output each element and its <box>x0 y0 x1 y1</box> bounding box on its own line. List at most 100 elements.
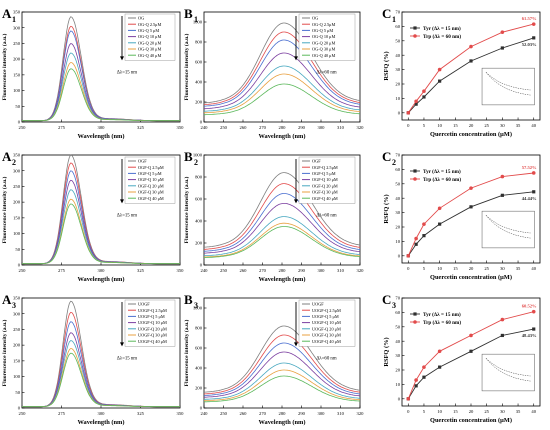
data-point <box>414 236 418 241</box>
y-tick-label: 20 <box>395 225 400 230</box>
y-axis-label: Fluorescence intensity (a.u.) <box>183 320 190 387</box>
panel-label: A <box>2 149 12 164</box>
x-tick-label: 325 <box>137 268 145 273</box>
panel-b3: B 3 240 250 260 270 280 290 300 310 320 0 200 400 600 8… <box>183 292 364 426</box>
x-tick-label: 260 <box>240 125 248 130</box>
panel-label: C <box>382 6 391 21</box>
x-tick-label: 15 <box>453 409 458 414</box>
legend-label: Trp (Δλ = 60 nm) <box>423 176 461 183</box>
decrease-arrow-head <box>294 56 298 61</box>
y-tick-label: 30 <box>395 353 400 358</box>
y-tick-label: 100 <box>13 231 21 236</box>
data-point <box>414 384 418 388</box>
decrease-arrow-head <box>120 56 124 61</box>
y-tick-label: 350 <box>13 296 21 301</box>
spectrum-line <box>203 183 361 250</box>
y-tick-label: 70 <box>395 153 400 158</box>
x-axis-label: Wavelength (nm) <box>77 419 124 426</box>
y-tick-label: 0 <box>200 120 203 125</box>
legend-label: UOGF <box>312 302 324 307</box>
delta-lambda-annotation: Δλ=15 nm <box>117 71 138 76</box>
legend-marker <box>413 320 417 324</box>
y-tick-label: 250 <box>13 327 21 332</box>
y-tick-label: 50 <box>395 38 400 43</box>
x-tick-label: 350 <box>177 125 185 130</box>
x-tick-label: 280 <box>279 125 287 130</box>
y-tick-label: 0 <box>18 120 21 125</box>
legend-label: UOGF-Q 10 μM <box>312 320 341 325</box>
data-point <box>414 242 418 246</box>
legend-label: UOGF-Q 2.5μM <box>312 308 341 313</box>
y-tick-label: 0 <box>398 253 401 258</box>
data-point <box>469 333 473 338</box>
x-axis-label: Wavelength (nm) <box>258 133 305 140</box>
data-point <box>422 365 426 369</box>
x-tick-label: 35 <box>516 123 521 128</box>
x-tick-label: 275 <box>58 125 66 130</box>
spectrum-line <box>203 362 361 400</box>
data-point <box>500 317 505 322</box>
spectrum-line <box>203 325 361 393</box>
y-tick-label: 0 <box>200 263 203 268</box>
legend-label: UOGF-Q 2.5μM <box>138 308 167 313</box>
y-axis-label: Fluorescence intensity (a.u.) <box>183 34 190 101</box>
spectrum-line <box>203 334 361 395</box>
y-tick-label: 200 <box>195 386 203 391</box>
y-tick-label: 400 <box>195 219 203 224</box>
x-tick-label: 30 <box>500 409 505 414</box>
x-tick-label: 350 <box>177 268 185 273</box>
panel-a3: A 3 250 275 300 325 350 0 50 100 150 200 250 300 350 Wa… <box>1 292 184 426</box>
data-point <box>422 234 426 238</box>
spectrum-line <box>203 73 361 114</box>
panel-c2: C 20 5 10 15 20 25 30 35 40010203040506070Quercet… <box>382 149 541 281</box>
y-tick-label: 300 <box>13 25 21 30</box>
y-tick-label: 150 <box>13 72 21 77</box>
x-tick-label: 0 <box>407 123 410 128</box>
tyr-end-label: 48.43% <box>522 333 537 338</box>
decrease-arrow-head <box>120 199 124 204</box>
spectrum-line <box>203 203 361 254</box>
x-tick-label: 300 <box>318 411 326 416</box>
y-tick-label: 60 <box>395 310 400 315</box>
x-tick-label: 15 <box>453 123 458 128</box>
x-tick-label: 250 <box>19 125 27 130</box>
x-tick-label: 20 <box>469 123 474 128</box>
legend-label: UOGF-Q 5 μM <box>138 314 165 319</box>
y-tick-label: 60 <box>395 24 400 29</box>
inset-curve <box>485 215 531 234</box>
x-tick-label: 0 <box>407 409 410 414</box>
legend-label: OG <box>312 16 318 21</box>
spectrum-line <box>22 340 180 408</box>
x-tick-label: 5 <box>423 266 426 271</box>
y-tick-label: 50 <box>15 104 20 109</box>
data-point <box>414 102 418 106</box>
y-axis-label: RSFQ (%) <box>383 51 390 80</box>
spectrum-line <box>204 65 361 112</box>
legend-label: OG <box>138 16 144 21</box>
x-tick-label: 35 <box>516 409 521 414</box>
x-tick-label: 25 <box>484 266 489 271</box>
legend-marker <box>413 26 417 30</box>
legend-label: UOGF-Q 20 μM <box>312 326 341 331</box>
spectrum-line <box>22 203 180 265</box>
legend-label: OG-Q 40 μM <box>138 53 161 58</box>
legend-marker <box>413 177 417 181</box>
x-tick-label: 280 <box>279 268 287 273</box>
y-tick-label: 400 <box>195 366 203 371</box>
y-tick-label: 600 <box>195 197 203 202</box>
legend-label: OGF <box>138 159 147 164</box>
y-tick-label: 50 <box>395 324 400 329</box>
data-point <box>414 378 418 382</box>
legend-label: Trp (Δλ = 60 nm) <box>423 33 461 40</box>
panel-sublabel: 2 <box>12 158 16 167</box>
legend-label: OGF-Q 30 μM <box>138 190 164 195</box>
data-point <box>406 397 411 401</box>
x-tick-label: 320 <box>357 268 365 273</box>
x-tick-label: 0 <box>407 266 410 271</box>
spectrum-line <box>203 222 360 258</box>
delta-lambda-annotation: Δλ=15 nm <box>117 357 138 362</box>
data-point <box>531 309 536 314</box>
x-tick-label: 250 <box>220 125 228 130</box>
legend-label: OG-Q 10 μM <box>312 34 335 39</box>
legend-marker <box>413 34 417 38</box>
